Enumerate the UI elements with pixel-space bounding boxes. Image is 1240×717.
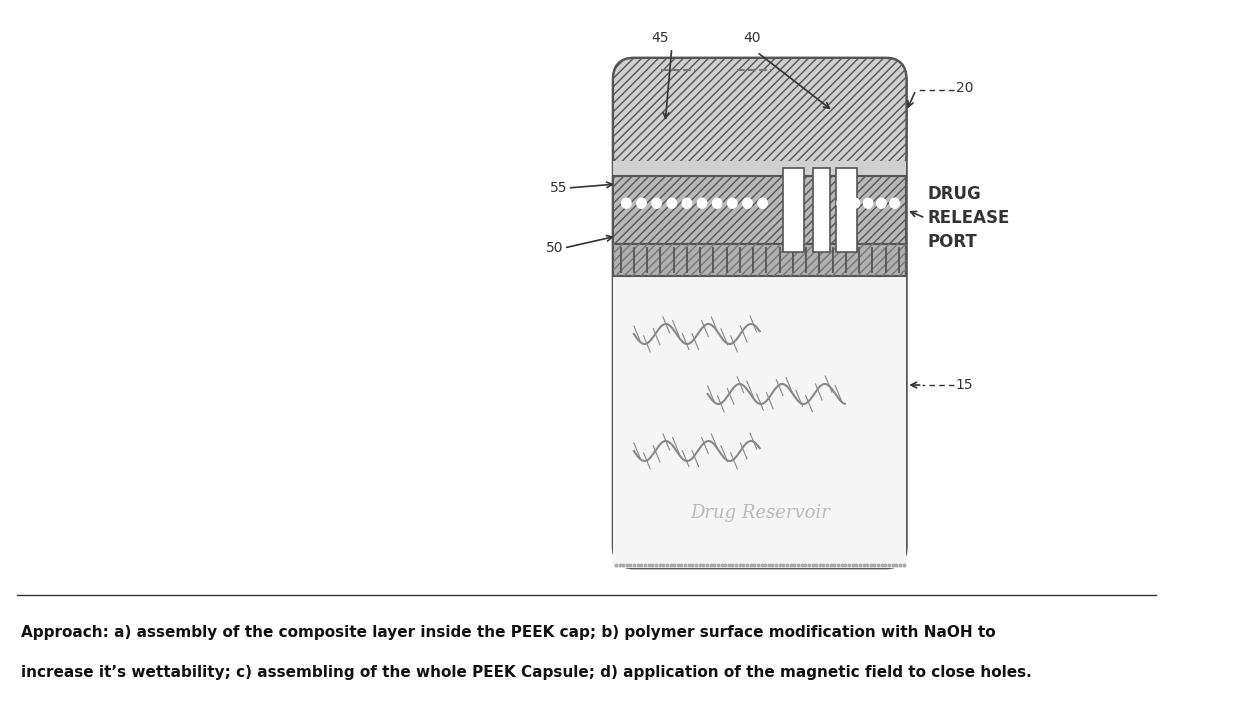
Circle shape: [667, 198, 677, 208]
Bar: [812, 168, 830, 252]
Circle shape: [697, 198, 707, 208]
Bar: [613, 244, 906, 276]
Bar: [613, 161, 906, 176]
Text: 50: 50: [547, 241, 564, 255]
Circle shape: [837, 198, 847, 208]
Bar: [784, 168, 804, 252]
Text: 15: 15: [956, 378, 973, 392]
Circle shape: [728, 198, 737, 208]
Text: 45: 45: [652, 31, 670, 45]
Circle shape: [758, 198, 768, 208]
Text: Drug Reservoir: Drug Reservoir: [689, 504, 830, 522]
Circle shape: [652, 198, 661, 208]
Circle shape: [890, 198, 899, 208]
Text: increase it’s wettability; c) assembling of the whole PEEK Capsule; d) applicati: increase it’s wettability; c) assembling…: [21, 665, 1032, 680]
Bar: [613, 276, 906, 568]
Text: DRUG
RELEASE
PORT: DRUG RELEASE PORT: [928, 186, 1009, 251]
Circle shape: [877, 198, 887, 208]
Circle shape: [851, 198, 859, 208]
Circle shape: [682, 198, 692, 208]
Bar: [613, 244, 906, 276]
Text: 20: 20: [956, 81, 973, 95]
Text: 55: 55: [551, 181, 568, 195]
Bar: [836, 168, 857, 252]
Text: Approach: a) assembly of the composite layer inside the PEEK cap; b) polymer sur: Approach: a) assembly of the composite l…: [21, 625, 996, 640]
Circle shape: [743, 198, 753, 208]
Circle shape: [863, 198, 873, 208]
Circle shape: [637, 198, 646, 208]
Text: 40: 40: [744, 31, 761, 45]
Circle shape: [621, 198, 631, 208]
FancyBboxPatch shape: [613, 58, 906, 568]
FancyBboxPatch shape: [613, 58, 906, 176]
Circle shape: [713, 198, 722, 208]
Bar: [613, 176, 906, 244]
